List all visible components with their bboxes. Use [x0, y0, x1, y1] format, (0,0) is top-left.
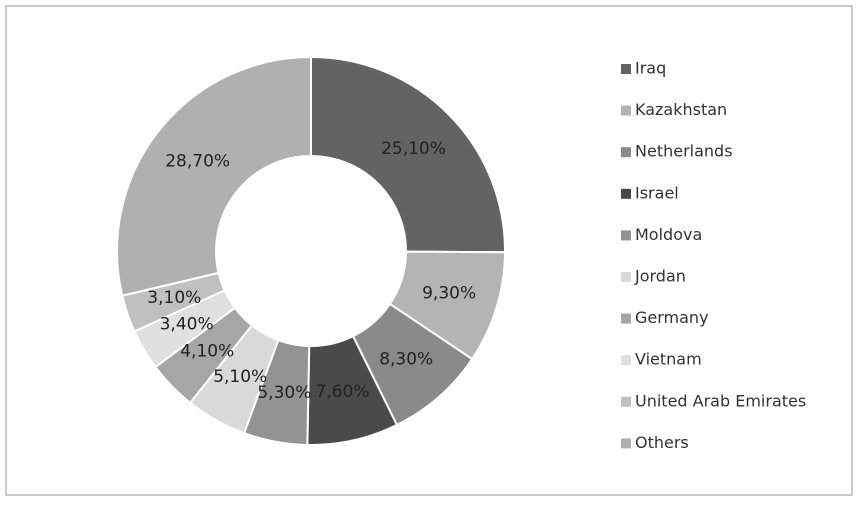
- legend-swatch: [621, 64, 631, 74]
- legend-swatch: [621, 313, 631, 324]
- legend-swatch: [621, 105, 631, 116]
- donut-slice: [310, 55, 506, 254]
- legend-swatch: [621, 147, 631, 158]
- legend-swatch: [621, 188, 631, 199]
- data-label: 3,10%: [147, 288, 201, 308]
- legend-label: United Arab Emirates: [635, 391, 806, 410]
- legend-swatch: [621, 230, 631, 241]
- data-label: 7,60%: [316, 382, 370, 402]
- data-label: 4,10%: [180, 342, 234, 362]
- legend-swatch: [621, 396, 631, 407]
- legend-label: Vietnam: [635, 350, 702, 369]
- data-label: 28,70%: [165, 151, 230, 171]
- legend-label: Israel: [635, 183, 679, 202]
- legend-swatch: [621, 438, 631, 449]
- legend-label: Others: [635, 433, 689, 452]
- data-label: 8,30%: [379, 350, 433, 370]
- data-label: 5,10%: [213, 367, 267, 387]
- legend-label: Netherlands: [635, 142, 733, 161]
- legend-label: Moldova: [635, 225, 702, 244]
- legend-label: Germany: [635, 308, 709, 327]
- data-label: 9,30%: [422, 283, 476, 303]
- data-label: 25,10%: [381, 139, 446, 159]
- legend-swatch: [621, 355, 631, 366]
- legend-label: Iraq: [635, 59, 666, 78]
- data-label: 5,30%: [257, 383, 311, 403]
- legend-label: Jordan: [634, 267, 686, 286]
- legend-swatch: [621, 272, 631, 282]
- donut-slice: [116, 55, 312, 297]
- legend-label: Kazakhstan: [635, 100, 727, 119]
- data-label: 3,40%: [160, 315, 214, 335]
